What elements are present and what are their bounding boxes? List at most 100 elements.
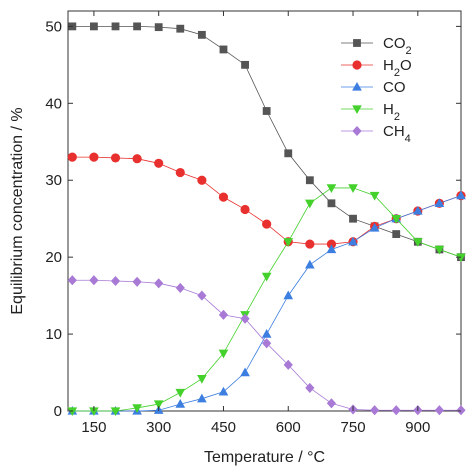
data-point [434, 405, 445, 416]
series-1 [67, 152, 466, 249]
data-point [348, 236, 358, 246]
data-point [111, 22, 120, 31]
data-point [369, 222, 380, 232]
data-point [412, 238, 423, 247]
data-point [197, 30, 206, 39]
data-point [392, 230, 401, 238]
x-tick-label: 150 [81, 419, 106, 436]
data-point [175, 167, 185, 178]
legend-marker [352, 105, 362, 115]
y-tick-label: 30 [45, 172, 62, 189]
series-3 [67, 184, 466, 417]
y-tick-label: 10 [45, 326, 62, 343]
data-point [262, 107, 271, 115]
y-tick-label: 50 [45, 18, 62, 35]
y-tick-label: 40 [45, 95, 62, 112]
data-point [67, 407, 78, 417]
data-point [391, 405, 401, 416]
data-point [197, 290, 207, 301]
data-point [326, 239, 337, 249]
data-point [132, 276, 142, 287]
data-point [176, 24, 185, 33]
legend-label: CO [383, 79, 406, 96]
data-point [154, 278, 164, 289]
series-4 [67, 275, 466, 416]
data-point [154, 158, 164, 168]
data-point [326, 398, 337, 409]
data-point [241, 60, 249, 69]
data-point [261, 272, 272, 282]
data-point [456, 405, 466, 416]
data-point [370, 405, 380, 416]
legend-label: H2O [383, 57, 412, 79]
data-point [240, 313, 250, 324]
legend-marker [352, 81, 362, 91]
data-point [132, 404, 142, 413]
data-point [218, 309, 229, 320]
data-point [434, 198, 445, 207]
data-point [132, 154, 142, 164]
x-axis-title: Temperature / °C [204, 449, 325, 466]
data-point [133, 22, 142, 31]
data-point [349, 214, 357, 223]
data-point [197, 393, 207, 403]
legend-item: H2 [341, 101, 400, 123]
data-point [240, 204, 250, 215]
data-point [261, 329, 272, 338]
data-point [219, 45, 228, 54]
data-point [175, 282, 185, 293]
data-point [305, 239, 315, 249]
x-tick-label: 900 [405, 419, 430, 436]
y-tick-label: 20 [45, 249, 62, 266]
data-point [197, 175, 207, 185]
series-line [72, 156, 462, 245]
data-point [326, 184, 337, 193]
data-point [305, 199, 315, 209]
legend-marker [352, 60, 362, 70]
data-point [326, 244, 337, 254]
data-point [110, 407, 121, 417]
data-point [89, 152, 99, 162]
data-point [218, 349, 229, 359]
legend-label: CH4 [383, 123, 411, 145]
data-point [67, 275, 77, 286]
data-point [412, 205, 423, 215]
data-point [67, 152, 77, 162]
data-point [218, 386, 229, 396]
data-point [348, 184, 358, 193]
legend-item: CO [341, 79, 406, 96]
data-point [153, 400, 164, 410]
data-point [305, 259, 315, 269]
data-point [218, 192, 229, 202]
data-point [434, 245, 445, 255]
data-point [369, 191, 380, 201]
data-point [110, 275, 121, 287]
x-tick-label: 450 [211, 419, 236, 436]
x-tick-label: 300 [146, 419, 171, 436]
data-point [305, 176, 314, 185]
data-point [305, 382, 315, 393]
legend-label: H2 [383, 101, 400, 123]
data-point [175, 399, 186, 408]
legend-label: CO2 [383, 35, 412, 57]
data-point [327, 199, 336, 208]
data-point [197, 375, 207, 384]
legend-marker [352, 125, 362, 137]
data-point [89, 407, 99, 417]
y-axis-title: Equilibrium concentration / % [9, 107, 26, 314]
y-tick-label: 0 [54, 403, 62, 420]
data-point [154, 23, 163, 32]
data-point [262, 338, 272, 349]
plot-frame [67, 10, 462, 412]
x-tick-label: 750 [341, 419, 366, 436]
y-axis-ticks: 0 10 20 30 40 50 [45, 18, 461, 420]
legend-item: CH4 [341, 123, 411, 145]
x-tick-label: 600 [276, 419, 301, 436]
x-axis-ticks: 150 300 450 600 750 900 [81, 11, 430, 436]
legend-marker [353, 39, 361, 47]
data-point [240, 367, 250, 377]
data-point [175, 388, 186, 398]
data-point [90, 22, 98, 31]
